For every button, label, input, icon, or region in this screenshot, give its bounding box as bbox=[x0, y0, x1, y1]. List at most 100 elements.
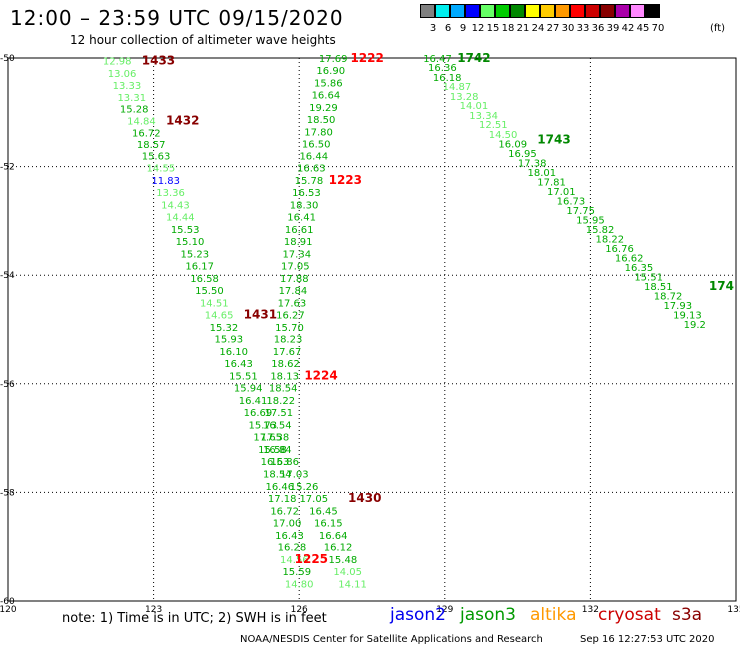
wave-height-value: 18.23 bbox=[274, 335, 303, 346]
wave-height-value: 16.72 bbox=[132, 128, 161, 139]
wave-height-value: 16.45 bbox=[309, 506, 338, 517]
legend-level-label: 33 bbox=[576, 23, 590, 34]
wave-height-value: 15.51 bbox=[634, 272, 663, 283]
wave-height-value: 14.05 bbox=[333, 567, 362, 578]
wave-height-value: 18.72 bbox=[654, 291, 683, 302]
wave-height-value: 15.53 bbox=[171, 225, 200, 236]
wave-height-value: 18.30 bbox=[290, 201, 319, 212]
wave-height-value: 18.54 bbox=[269, 384, 298, 395]
wave-height-value: 15.58 bbox=[258, 445, 287, 456]
wave-height-value: 17.51 bbox=[264, 408, 293, 419]
wave-height-value: 19.13 bbox=[673, 310, 702, 321]
wave-height-value: 16.46 bbox=[265, 482, 294, 493]
legend-level-label: 3 bbox=[429, 23, 437, 34]
pass-time-label: 1223 bbox=[329, 173, 362, 187]
legend-swatch bbox=[645, 4, 660, 18]
legend-swatch bbox=[450, 4, 465, 18]
pass-time-label: 1430 bbox=[348, 491, 381, 505]
wave-height-value: 17.18 bbox=[268, 494, 297, 505]
y-tick-label: -54 bbox=[0, 271, 15, 281]
wave-height-value: 17.75 bbox=[566, 206, 595, 217]
wave-height-value: 16.64 bbox=[319, 531, 348, 542]
wave-height-value: 16.64 bbox=[312, 90, 341, 101]
pass-time-label: 1743 bbox=[537, 132, 570, 146]
wave-height-value: 17.65 bbox=[253, 432, 282, 443]
wave-height-value: 15.50 bbox=[195, 286, 224, 297]
wave-height-value: 15.93 bbox=[215, 335, 244, 346]
wave-height-value: 14.01 bbox=[460, 101, 489, 112]
legend-level-label: 6 bbox=[444, 23, 452, 34]
legend-swatch bbox=[540, 4, 555, 18]
wave-height-value: 16.76 bbox=[605, 244, 634, 255]
legend-level-label: 42 bbox=[621, 23, 635, 34]
x-tick-label: 126 bbox=[291, 605, 308, 615]
y-tick-label: -50 bbox=[0, 54, 15, 64]
wave-height-value: 16.41 bbox=[239, 396, 268, 407]
wave-height-value: 17.00 bbox=[273, 518, 302, 529]
chart-title: 12:00 – 23:59 UTC 09/15/2020 bbox=[10, 6, 344, 30]
wave-height-value: 14.11 bbox=[338, 580, 367, 591]
wave-height-value: 16.12 bbox=[324, 543, 353, 554]
wave-height-value: 16.47 bbox=[423, 54, 452, 65]
pass-time-label: 174 bbox=[709, 279, 734, 293]
pass-time-label: 1433 bbox=[142, 54, 175, 68]
legend-swatch bbox=[630, 4, 645, 18]
wave-height-value: 18.91 bbox=[284, 237, 313, 248]
wave-height-value: 15.70 bbox=[275, 323, 304, 334]
wave-height-value: 14.80 bbox=[285, 580, 314, 591]
wave-height-value: 16.53 bbox=[261, 457, 290, 468]
x-tick-label: 135 bbox=[727, 605, 740, 615]
legend-level-label: 45 bbox=[636, 23, 650, 34]
note-text: note: 1) Time is in UTC; 2) SWH is in fe… bbox=[62, 611, 327, 626]
wave-height-value: 14.65 bbox=[205, 310, 234, 321]
plot-frame bbox=[7, 57, 737, 602]
satellite-label: jason2 bbox=[390, 605, 446, 625]
legend-level-label: 27 bbox=[546, 23, 560, 34]
wave-height-value: 16.62 bbox=[615, 253, 644, 264]
wave-height-value: 17.63 bbox=[278, 298, 307, 309]
wave-height-value: 13.34 bbox=[469, 111, 498, 122]
wave-height-value: 16.18 bbox=[433, 73, 462, 84]
pass-time-label: 1224 bbox=[304, 369, 337, 383]
wave-height-value: 16.84 bbox=[263, 445, 292, 456]
wave-height-value: 18.13 bbox=[270, 372, 299, 383]
wave-height-value: 15.10 bbox=[176, 237, 205, 248]
satellite-label: jason3 bbox=[460, 605, 516, 625]
legend-swatch bbox=[480, 4, 495, 18]
legend-swatch bbox=[435, 4, 450, 18]
wave-height-value: 16.43 bbox=[224, 359, 253, 370]
wave-height-value: 16.35 bbox=[625, 263, 654, 274]
wave-height-value: 19.2 bbox=[684, 320, 706, 331]
wave-height-value: 18.22 bbox=[595, 234, 624, 245]
wave-height-value: 18.57 bbox=[137, 140, 166, 151]
legend-swatch bbox=[600, 4, 615, 18]
wave-height-value: 15.63 bbox=[142, 152, 171, 163]
wave-height-value: 15.59 bbox=[282, 567, 311, 578]
wave-height-value: 16.44 bbox=[299, 152, 328, 163]
wave-height-value: 16.09 bbox=[498, 139, 527, 150]
legend-swatch bbox=[420, 4, 435, 18]
wave-height-value: 14.87 bbox=[443, 82, 472, 93]
satellite-label: altika bbox=[530, 605, 577, 625]
wave-height-value: 16.69 bbox=[244, 408, 273, 419]
legend-level-label: 21 bbox=[516, 23, 530, 34]
wave-height-value: 17.05 bbox=[281, 261, 310, 272]
satellite-label: cryosat bbox=[598, 605, 661, 625]
wave-height-value: 15.51 bbox=[229, 372, 258, 383]
legend-swatch bbox=[585, 4, 600, 18]
x-tick-label: 120 bbox=[0, 605, 17, 615]
wave-height-value: 15.28 bbox=[120, 104, 149, 115]
legend-level-label: 30 bbox=[561, 23, 575, 34]
wave-height-value: 18.01 bbox=[528, 168, 557, 179]
wave-height-value: 16.27 bbox=[276, 310, 305, 321]
wave-height-value: 13.06 bbox=[108, 69, 137, 80]
wave-height-value: 16.43 bbox=[275, 531, 304, 542]
wave-height-value: 16.36 bbox=[428, 63, 457, 74]
pass-time-label: 1432 bbox=[166, 113, 199, 127]
x-tick-label: 129 bbox=[436, 605, 453, 615]
timestamp: Sep 16 12:27:53 UTC 2020 bbox=[580, 634, 715, 645]
legend-level-label: 18 bbox=[501, 23, 515, 34]
wave-height-value: 16.58 bbox=[190, 274, 219, 285]
wave-height-value: 18.51 bbox=[644, 282, 673, 293]
y-tick-label: -52 bbox=[0, 163, 15, 173]
